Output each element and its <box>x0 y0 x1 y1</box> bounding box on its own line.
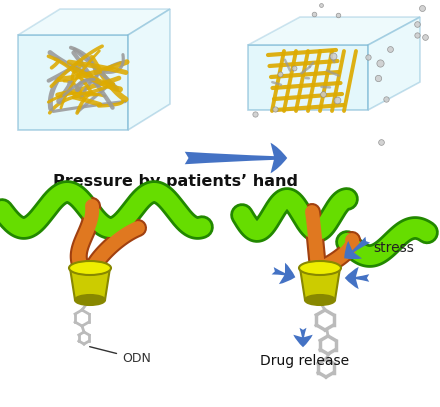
Ellipse shape <box>69 261 111 275</box>
Polygon shape <box>300 268 340 300</box>
Text: ODN: ODN <box>90 347 151 365</box>
Text: stress: stress <box>373 241 414 255</box>
Polygon shape <box>248 17 420 45</box>
Ellipse shape <box>299 261 341 275</box>
Ellipse shape <box>75 295 105 305</box>
Polygon shape <box>70 268 110 300</box>
Polygon shape <box>128 9 170 130</box>
Ellipse shape <box>305 295 335 305</box>
Polygon shape <box>248 45 368 110</box>
Polygon shape <box>18 35 128 130</box>
Text: Drug release: Drug release <box>260 354 349 368</box>
Polygon shape <box>368 17 420 110</box>
Polygon shape <box>18 9 170 35</box>
Text: Pressure by patients’ hand: Pressure by patients’ hand <box>52 174 297 189</box>
